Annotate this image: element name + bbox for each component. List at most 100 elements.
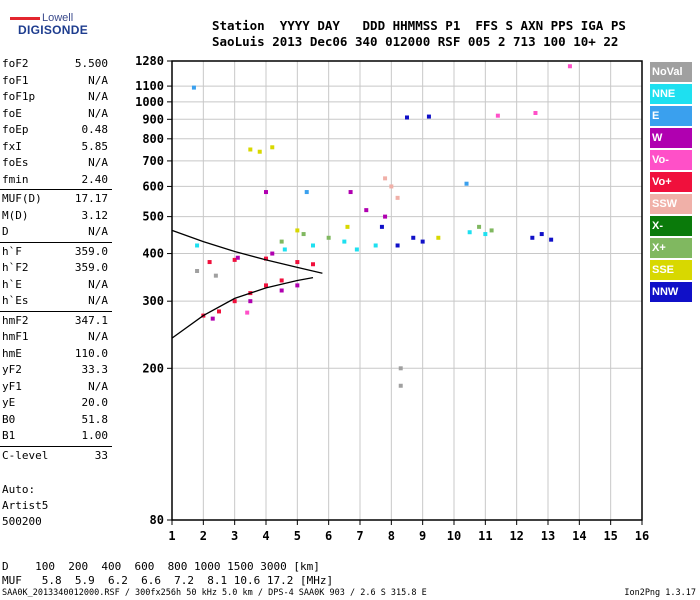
param-value: 33.3 bbox=[81, 363, 109, 376]
param-key: foEs bbox=[2, 156, 29, 169]
param-key: hmF1 bbox=[2, 330, 29, 343]
param-value: 359.0 bbox=[74, 261, 108, 274]
param-value: N/A bbox=[88, 294, 108, 307]
legend-item: NNE bbox=[650, 84, 692, 104]
data-point bbox=[467, 230, 472, 235]
data-point bbox=[257, 149, 262, 154]
legend-item: X- bbox=[650, 216, 692, 236]
data-point bbox=[533, 110, 538, 115]
param-value: N/A bbox=[88, 156, 108, 169]
station-header: Station YYYY DAY DDD HHMMSS P1 FFS S AXN… bbox=[212, 18, 626, 50]
param-value: 51.8 bbox=[81, 412, 109, 426]
param-key: yF1 bbox=[2, 379, 22, 393]
param-row: hmF2 347.1 bbox=[0, 313, 112, 330]
data-point bbox=[248, 147, 253, 152]
legend-item: NoVal bbox=[650, 62, 692, 82]
param-row: h`F 359.0 bbox=[0, 244, 112, 261]
param-key: h`E bbox=[2, 277, 22, 291]
param-value: 5.85 bbox=[81, 139, 109, 153]
x-tick-label: 16 bbox=[635, 529, 649, 543]
param-row: M(D) 3.12 bbox=[0, 208, 112, 225]
data-point bbox=[207, 260, 212, 265]
x-tick-label: 15 bbox=[603, 529, 617, 543]
param-key: h`Es bbox=[2, 294, 29, 307]
y-tick-label: 1000 bbox=[135, 95, 164, 109]
param-value: 359.0 bbox=[74, 244, 108, 258]
legend-item: Vo- bbox=[650, 150, 692, 170]
data-point bbox=[213, 273, 218, 278]
auto-line3: 500200 bbox=[2, 515, 42, 528]
muf-table: D 100 200 400 600 800 1000 1500 3000 [km… bbox=[2, 560, 333, 588]
param-key: hmF2 bbox=[2, 313, 29, 327]
data-point bbox=[489, 228, 494, 233]
data-point bbox=[411, 235, 416, 240]
footer-info: SAA0K_2013340012000.RSF / 300fx256h 50 k… bbox=[2, 588, 427, 598]
data-point bbox=[195, 243, 200, 248]
lowell-digisonde-logo: Lowell DIGISONDE bbox=[4, 6, 114, 42]
parameter-panel: foF2 5.500 foF1 N/A foF1p N/A foE N/A foEp 0.48 fx… bbox=[0, 56, 112, 464]
param-value: N/A bbox=[88, 330, 108, 343]
param-key: h`F2 bbox=[2, 261, 29, 274]
muf-value-row: MUF 5.8 5.9 6.2 6.6 7.2 8.1 10.6 17.2 [M… bbox=[2, 574, 334, 587]
y-tick-label: 1100 bbox=[135, 79, 164, 93]
data-point bbox=[279, 239, 284, 244]
param-key: MUF(D) bbox=[2, 192, 42, 205]
data-point bbox=[295, 228, 300, 233]
param-value: 5.500 bbox=[74, 57, 108, 70]
data-point bbox=[405, 115, 409, 120]
data-point bbox=[304, 190, 309, 195]
x-tick-label: 14 bbox=[572, 529, 586, 543]
data-point bbox=[264, 283, 268, 288]
x-tick-label: 6 bbox=[325, 529, 332, 543]
data-point bbox=[420, 239, 425, 244]
auto-line2: Artist5 bbox=[2, 499, 49, 512]
param-value: 3.12 bbox=[81, 208, 109, 222]
auto-line1: Auto: bbox=[2, 483, 36, 496]
data-point bbox=[530, 235, 535, 240]
param-row: C-level 33 bbox=[0, 448, 112, 465]
data-point bbox=[232, 299, 237, 304]
data-point bbox=[195, 269, 200, 274]
param-value: N/A bbox=[88, 379, 108, 393]
param-key: fxI bbox=[2, 139, 22, 153]
data-point bbox=[248, 299, 253, 304]
param-key: hmE bbox=[2, 346, 22, 360]
y-tick-label: 400 bbox=[142, 247, 164, 261]
x-tick-label: 12 bbox=[509, 529, 523, 543]
param-key: B1 bbox=[2, 429, 16, 442]
param-key: foF2 bbox=[2, 57, 29, 70]
data-point bbox=[398, 366, 403, 371]
trace-curve bbox=[171, 276, 314, 339]
param-row: foF1 N/A bbox=[0, 73, 112, 90]
x-tick-label: 2 bbox=[200, 529, 207, 543]
x-tick-label: 7 bbox=[356, 529, 363, 543]
polarization-legend: NoVal NNE E W Vo- Vo+ SSW X- X+ SSE NNW bbox=[650, 62, 692, 304]
trace-curve bbox=[171, 229, 323, 274]
data-point bbox=[282, 247, 287, 252]
data-point bbox=[379, 224, 384, 229]
header-values: SaoLuis 2013 Dec06 340 012000 RSF 005 2 … bbox=[212, 34, 619, 49]
param-separator bbox=[0, 310, 112, 312]
data-point bbox=[373, 243, 378, 248]
data-point bbox=[539, 232, 544, 237]
param-row: foE N/A bbox=[0, 106, 112, 123]
data-point bbox=[264, 190, 268, 195]
data-point bbox=[311, 243, 315, 248]
param-value: 0.48 bbox=[81, 123, 109, 136]
data-point bbox=[279, 278, 284, 283]
param-row: foEs N/A bbox=[0, 155, 112, 172]
param-row: fxI 5.85 bbox=[0, 139, 112, 156]
muf-distance-row: D 100 200 400 600 800 1000 1500 3000 [km… bbox=[2, 560, 320, 573]
x-tick-label: 13 bbox=[541, 529, 555, 543]
legend-item: X+ bbox=[650, 238, 692, 258]
data-point bbox=[270, 145, 275, 150]
legend-item: E bbox=[650, 106, 692, 126]
x-tick-label: 10 bbox=[447, 529, 461, 543]
param-separator bbox=[0, 241, 112, 243]
logo-line2: DIGISONDE bbox=[18, 23, 89, 37]
param-row: hmE 110.0 bbox=[0, 346, 112, 363]
data-point bbox=[383, 176, 388, 181]
x-tick-label: 4 bbox=[262, 529, 269, 543]
param-key: h`F bbox=[2, 244, 22, 258]
